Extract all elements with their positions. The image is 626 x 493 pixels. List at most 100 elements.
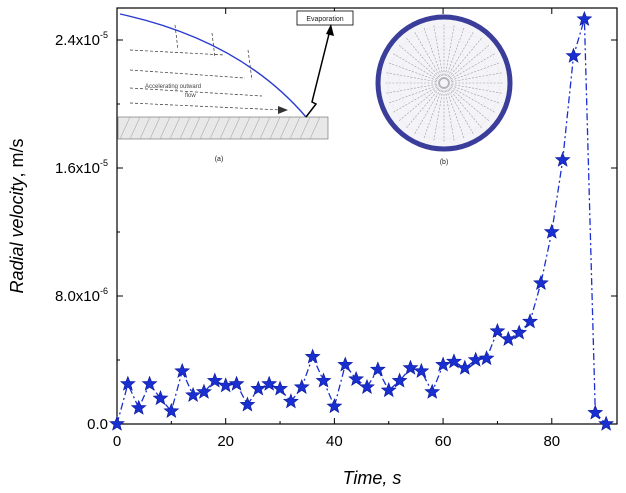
data-point-star bbox=[109, 415, 125, 431]
radial-ray bbox=[413, 86, 443, 136]
data-point-star bbox=[250, 380, 267, 396]
x-tick-label: 0 bbox=[113, 433, 121, 450]
radial-ray bbox=[444, 86, 455, 143]
radial-ray bbox=[391, 52, 441, 82]
radial-ray bbox=[433, 86, 444, 143]
inset-a-flow-label-2: flow bbox=[185, 93, 196, 99]
radial-ray bbox=[405, 85, 442, 130]
data-point-star bbox=[282, 393, 299, 409]
evaporation-label-box bbox=[296, 10, 354, 26]
data-point-star bbox=[543, 223, 560, 239]
radial-ray bbox=[433, 23, 444, 80]
evaporation-label: Evaporation bbox=[306, 16, 343, 23]
y-tick-label: 1.6x10-5 bbox=[55, 158, 108, 177]
series-line bbox=[116, 19, 607, 425]
data-point-star bbox=[359, 378, 375, 394]
x-tick-label: 60 bbox=[435, 433, 452, 450]
y-tick-label: 0.0 bbox=[87, 416, 108, 433]
data-point-star bbox=[337, 356, 354, 372]
x-axis-title: Time, s bbox=[343, 468, 402, 488]
inset-a-label: (a) bbox=[215, 156, 224, 163]
data-point-star bbox=[304, 348, 321, 364]
data-point-star bbox=[402, 359, 419, 375]
x-tick-label: 20 bbox=[217, 433, 234, 450]
y-axis-title: Radial velocity, m/s bbox=[7, 138, 27, 293]
radial-ray bbox=[384, 72, 441, 83]
series-layer bbox=[109, 10, 615, 431]
data-point-star bbox=[174, 362, 191, 378]
radial-ray bbox=[391, 84, 441, 114]
inset-a-flow-label-1: Accelerating outward bbox=[145, 84, 201, 90]
data-point-star bbox=[239, 396, 256, 412]
y-tick-label: 8.0x10-6 bbox=[55, 286, 108, 305]
inset-a-flow-lines bbox=[129, 24, 283, 111]
inset-a: Accelerating outward flow Evaporation (a… bbox=[117, 10, 354, 163]
data-point-star bbox=[424, 383, 441, 399]
data-point-star bbox=[326, 398, 343, 414]
data-point-star bbox=[489, 322, 506, 338]
data-point-star bbox=[500, 330, 517, 346]
data-point-star bbox=[532, 274, 549, 290]
data-point-star bbox=[163, 402, 180, 418]
radial-ray bbox=[446, 85, 483, 130]
radial-ring bbox=[420, 59, 468, 107]
data-point-star bbox=[315, 372, 332, 388]
x-tick-label: 40 bbox=[326, 433, 343, 450]
data-point-star bbox=[261, 375, 278, 391]
data-point-star bbox=[272, 380, 288, 396]
radial-ring bbox=[387, 26, 501, 140]
data-point-star bbox=[206, 372, 223, 388]
data-point-star bbox=[119, 375, 136, 391]
radial-ray bbox=[387, 84, 441, 104]
x-tick-label: 80 bbox=[543, 433, 560, 450]
radial-ray bbox=[384, 83, 441, 94]
data-point-star bbox=[391, 372, 408, 388]
data-point-star bbox=[554, 151, 571, 167]
data-point-star bbox=[478, 350, 495, 366]
radial-ray bbox=[446, 85, 491, 122]
data-point-star bbox=[369, 361, 386, 377]
data-point-star bbox=[456, 359, 473, 375]
data-point-star bbox=[598, 415, 615, 431]
data-point-star bbox=[348, 370, 365, 386]
data-point-star bbox=[522, 313, 538, 329]
plot-frame bbox=[116, 7, 618, 425]
y-axis: 0.0 8.0x10-6 1.6x10-5 2.4x10-5 bbox=[55, 30, 617, 433]
x-axis: 0 20 40 60 80 bbox=[113, 8, 607, 450]
radial-ring bbox=[431, 70, 457, 96]
radial-ray bbox=[423, 26, 443, 80]
inset-b-label: (b) bbox=[440, 159, 449, 166]
inset-a-droplet-profile bbox=[119, 13, 307, 118]
inset-b-field-fill bbox=[378, 17, 510, 149]
inset-b-radial-field bbox=[384, 23, 504, 143]
radial-ray bbox=[445, 86, 465, 140]
radial-ray bbox=[447, 72, 504, 83]
data-point-star bbox=[587, 404, 604, 420]
inset-a-substrate bbox=[117, 116, 329, 140]
data-point-star bbox=[196, 383, 212, 399]
inset-a-substrate-hatch bbox=[119, 116, 321, 140]
data-point-star bbox=[413, 362, 430, 378]
data-point-star bbox=[565, 47, 582, 63]
radial-ray bbox=[447, 83, 504, 94]
y-tick-label: 2.4x10-5 bbox=[55, 30, 108, 49]
radial-ray bbox=[397, 85, 442, 122]
radial-ray bbox=[397, 44, 442, 81]
radial-ray bbox=[413, 30, 443, 80]
evaporation-arrowhead bbox=[326, 24, 334, 36]
data-point-star bbox=[380, 382, 397, 398]
data-point-star bbox=[130, 399, 147, 415]
radial-ray bbox=[447, 52, 497, 82]
data-point-star bbox=[446, 353, 462, 369]
data-point-star bbox=[141, 375, 158, 391]
radial-ray bbox=[447, 84, 501, 104]
radial-ray bbox=[445, 26, 465, 80]
data-point-star bbox=[576, 10, 593, 26]
inset-b: (b) bbox=[375, 14, 513, 166]
data-point-star bbox=[228, 375, 245, 391]
inset-a-flow-arrowhead bbox=[278, 106, 288, 114]
data-point-star bbox=[293, 378, 310, 394]
radial-ray bbox=[444, 23, 455, 80]
data-point-star bbox=[185, 386, 202, 402]
